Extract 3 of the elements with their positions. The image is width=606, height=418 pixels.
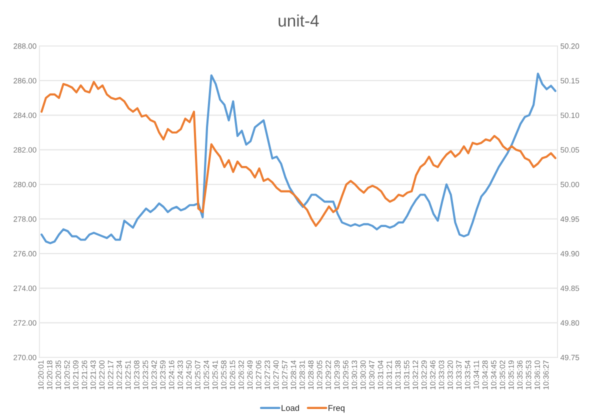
legend-label: Freq <box>328 405 344 413</box>
chart-title: unit-4 <box>278 14 319 27</box>
legend-label: Load <box>282 404 299 411</box>
